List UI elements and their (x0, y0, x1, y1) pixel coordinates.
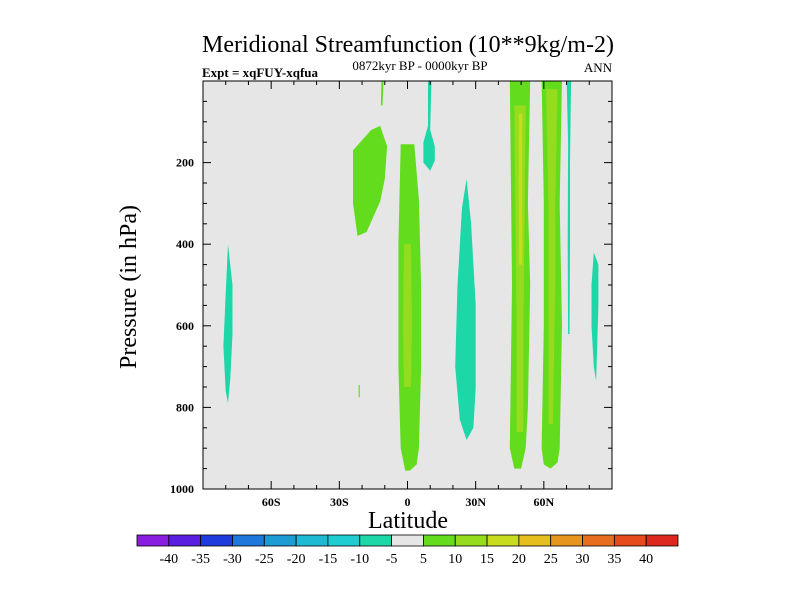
colorbar-labels: -40 -35 -30 -25 -20 -15 -10 -5 5 10 15 20 25 30 35 40 (159, 552, 653, 567)
colorbar-swatch (518, 534, 552, 547)
colorbar-swatch (391, 534, 424, 547)
colorbar-swatch (263, 534, 297, 547)
colorbar-label: -5 (386, 552, 398, 567)
y-tick-label: 800 (176, 400, 194, 414)
contour-region-sh-tiny-spot (358, 385, 360, 398)
colorbar-label: 5 (420, 552, 427, 567)
y-tick-labels: 200 400 600 800 1000 (170, 156, 194, 496)
period-label: 0872kyr BP - 0000kyr BP (352, 58, 487, 73)
colorbar-label: 40 (639, 552, 653, 567)
x-tick-label: 60S (262, 495, 281, 509)
contour-region-nh-core-45N (514, 105, 526, 432)
y-tick-label: 1000 (170, 482, 194, 496)
colorbar-swatch (200, 534, 233, 547)
colorbar-label: -30 (223, 552, 242, 567)
season-label: ANN (584, 60, 613, 75)
colorbar-label: 10 (448, 552, 462, 567)
contour-region-nh-polar-negative-filament (566, 81, 572, 334)
contour-region-sh-top-filament (380, 81, 384, 106)
colorbar-swatch (327, 534, 361, 547)
colorbar-label: -20 (287, 552, 306, 567)
chart-title: Meridional Streamfunction (10**9kg/m-2) (202, 32, 614, 58)
colorbar-swatch (582, 534, 615, 547)
colorbar (136, 534, 679, 547)
contour-region-nh-subtropical-negative (455, 178, 476, 440)
colorbar-swatch (136, 534, 170, 547)
colorbar-swatch (295, 534, 329, 547)
colorbar-label: 20 (512, 552, 526, 567)
colorbar-swatch (613, 534, 647, 547)
colorbar-label: -25 (255, 552, 274, 567)
colorbar-swatch (486, 534, 520, 547)
contour-region-sh-polar-negative (223, 244, 233, 404)
contour-region-nh-arctic-negative (591, 252, 599, 381)
colorbar-swatch (454, 534, 488, 547)
colorbar-swatch (550, 534, 583, 547)
colorbar-label: 30 (576, 552, 590, 567)
colorbar-label: 15 (480, 552, 494, 567)
contour-region-sh-upper-positive-cell (353, 125, 388, 236)
colorbar-label: 25 (544, 552, 558, 567)
experiment-label: Expt = xqFUY-xqfua (202, 65, 319, 80)
contour-region-nh-hot-45N (518, 113, 523, 265)
colorbar-swatch (645, 534, 679, 547)
x-tick-label: 60N (533, 495, 554, 509)
colorbar-label: 35 (607, 552, 621, 567)
colorbar-swatch (359, 534, 392, 547)
contour-region-nh-core-62N (546, 89, 558, 424)
x-tick-label: 0 (405, 495, 411, 509)
contour-region-equatorial-upper-negative (423, 81, 435, 171)
colorbar-label: -35 (191, 552, 210, 567)
colorbar-label: -40 (159, 552, 178, 567)
y-tick-label: 200 (176, 156, 194, 170)
x-tick-label: 30S (330, 495, 349, 509)
colorbar-label: -15 (319, 552, 338, 567)
x-axis-label: Latitude (368, 508, 448, 534)
plot-area (202, 80, 613, 490)
contour-regions (223, 81, 599, 471)
colorbar-swatch (168, 534, 202, 547)
colorbar-label: -10 (350, 552, 369, 567)
axis-ticks (202, 80, 613, 490)
x-tick-label: 30N (465, 495, 486, 509)
y-tick-label: 400 (176, 237, 194, 251)
y-axis-label: Pressure (in hPa) (116, 205, 142, 369)
contour-region-equatorial-core (403, 244, 412, 387)
x-tick-labels: 60S 30S 0 30N 60N (262, 495, 555, 509)
colorbar-swatch (423, 534, 456, 547)
y-tick-label: 600 (176, 319, 194, 333)
colorbar-swatch (232, 534, 265, 547)
